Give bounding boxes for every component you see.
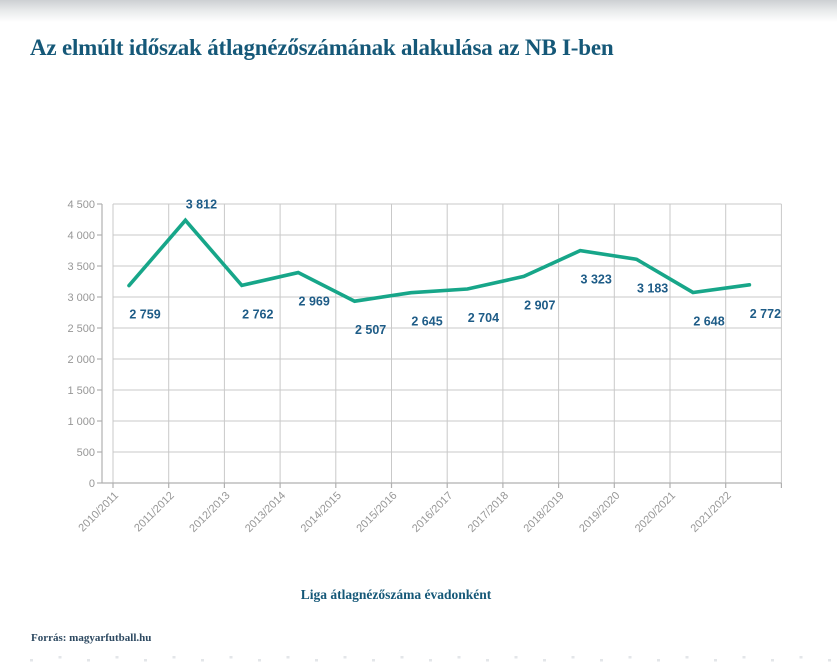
y-tick-label: 3 000 (67, 292, 95, 304)
cutoff-text-artifact (828, 659, 831, 662)
y-tick-label: 2 000 (67, 354, 95, 366)
data-point-label: 2 759 (129, 308, 160, 322)
x-tick-label: 2019/2020 (577, 490, 622, 535)
cutoff-text-artifact (286, 656, 290, 659)
data-point-label: 2 507 (355, 323, 386, 337)
cutoff-text-artifact (201, 659, 204, 662)
y-tick-label: 0 (89, 478, 95, 490)
top-gradient-strip (0, 0, 837, 22)
x-tick-label: 2020/2021 (633, 490, 678, 535)
source-note: Forrás: magyarfutball.hu (31, 632, 152, 644)
cutoff-text-artifact (58, 656, 62, 659)
data-point-label: 2 645 (411, 315, 442, 329)
y-tick-label: 500 (77, 447, 95, 459)
y-tick-label: 1 000 (67, 416, 95, 428)
cutoff-text-artifact (771, 659, 774, 662)
x-tick-label: 2017/2018 (466, 490, 511, 535)
chart-caption: Liga átlagnézőszáma évadonként (300, 587, 492, 602)
cutoff-text-artifact (543, 659, 546, 662)
x-tick-label: 2021/2022 (689, 490, 734, 535)
x-tick-label: 2016/2017 (410, 490, 455, 535)
cutoff-text-artifact (315, 659, 318, 662)
data-point-label: 3 183 (637, 281, 668, 295)
cutoff-text-artifact (87, 659, 90, 662)
cutoff-text-artifact (628, 656, 632, 659)
cutoff-text-artifact (372, 659, 375, 662)
cutoff-text-artifact (115, 656, 119, 659)
y-tick-label: 4 000 (67, 230, 95, 242)
data-point-label: 2 648 (693, 314, 724, 328)
cutoff-text-artifact (343, 656, 347, 659)
cutoff-text-artifact (571, 656, 575, 659)
data-point-label: 3 323 (581, 273, 612, 287)
y-tick-label: 3 500 (67, 261, 95, 273)
y-tick-label: 4 500 (67, 199, 95, 211)
y-tick-label: 2 500 (67, 323, 95, 335)
x-tick-label: 2012/2013 (187, 490, 232, 535)
data-point-label: 2 969 (299, 295, 330, 309)
cutoff-text-artifact (144, 659, 147, 662)
y-tick-label: 1 500 (67, 385, 95, 397)
x-tick-label: 2011/2012 (132, 490, 177, 535)
attendance-line (127, 217, 752, 304)
cutoff-text-artifact (600, 659, 603, 662)
x-tick-label: 2018/2019 (521, 490, 566, 535)
x-tick-label: 2013/2014 (243, 490, 288, 535)
cutoff-text-artifact (685, 656, 689, 659)
x-tick-label: 2010/2011 (76, 490, 121, 535)
x-tick-label: 2014/2015 (299, 490, 344, 535)
cutoff-text-artifact (486, 659, 489, 662)
cutoff-text-artifact (799, 656, 803, 659)
cutoff-text-artifact (172, 656, 176, 659)
cutoff-text-artifact (429, 659, 432, 662)
cutoff-text-artifact (514, 656, 518, 659)
cutoff-text-artifact (30, 659, 33, 662)
data-point-label: 2 762 (242, 307, 273, 321)
cutoff-text-artifact (229, 656, 233, 659)
data-point-label: 3 812 (186, 197, 217, 211)
cutoff-text-artifact (258, 659, 261, 662)
cutoff-text-artifact (742, 656, 746, 659)
x-tick-label: 2015/2016 (354, 490, 399, 535)
data-point-label: 2 907 (524, 298, 555, 312)
cutoff-text-artifact (457, 656, 461, 659)
page-title: Az elmúlt időszak átlagnézőszámának alak… (30, 35, 614, 61)
cutoff-text-artifact (714, 659, 717, 662)
cutoff-text-artifact (400, 656, 404, 659)
data-point-label: 2 704 (468, 311, 499, 325)
data-point-label: 2 772 (750, 307, 781, 321)
cutoff-text-artifact (657, 659, 660, 662)
